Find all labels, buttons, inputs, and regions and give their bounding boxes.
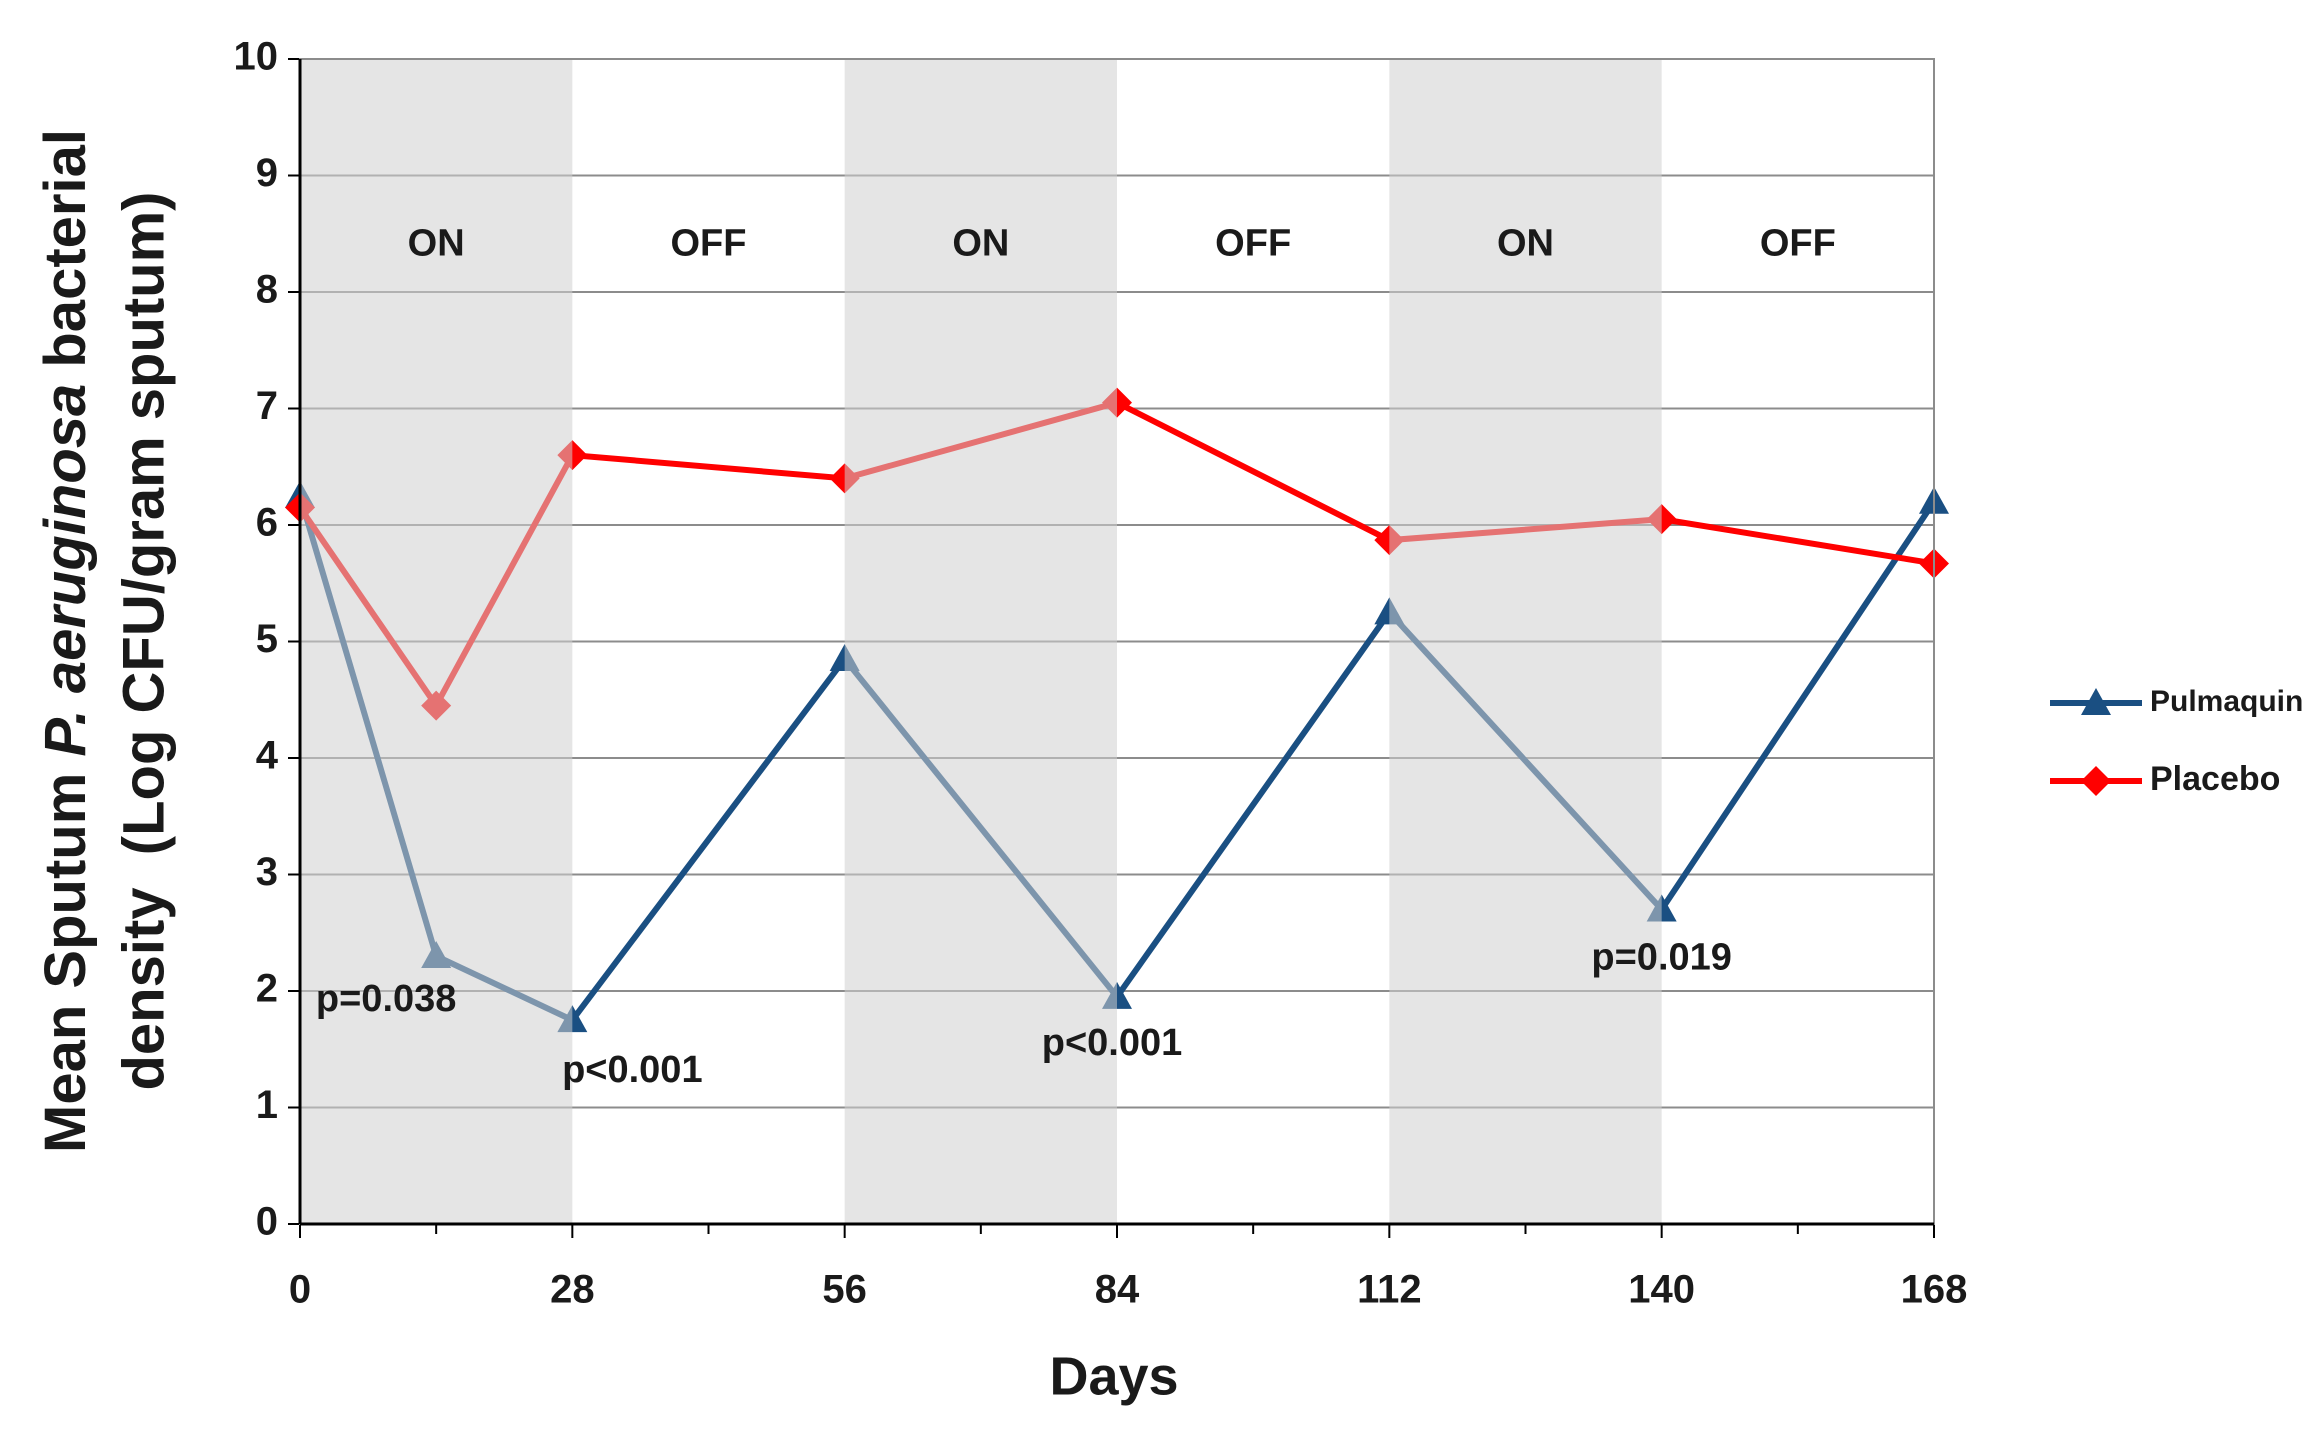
annotation: p=0.038: [316, 978, 457, 1020]
phase-band: [300, 59, 573, 1224]
x-tick-label: 0: [289, 1268, 311, 1312]
phase-label: ON: [408, 222, 465, 264]
legend-marker: [2081, 688, 2111, 715]
y-axis-label-part: P. aeruginosa: [33, 384, 98, 757]
phase-label: OFF: [1215, 222, 1291, 264]
phase-band: [844, 59, 1117, 1224]
phase-band: [1389, 59, 1662, 1224]
x-tick-label: 84: [1095, 1268, 1140, 1312]
y-tick-label: 10: [234, 35, 279, 79]
y-tick-label: 1: [256, 1083, 278, 1127]
phase-label: ON: [952, 222, 1009, 264]
y-tick-label: 7: [256, 384, 278, 428]
y-tick-label: 6: [256, 501, 278, 545]
x-tick-label: 28: [550, 1268, 595, 1312]
annotation: p<0.001: [1042, 1022, 1183, 1064]
phase-label: OFF: [671, 222, 747, 264]
x-tick-label: 112: [1357, 1268, 1422, 1312]
x-axis-label: Days: [1049, 1346, 1178, 1406]
x-tick-label: 168: [1901, 1268, 1968, 1312]
phase-label: ON: [1497, 222, 1554, 264]
y-tick-label: 9: [256, 151, 278, 195]
y-axis-label-part: bacterial: [33, 129, 98, 384]
annotation: p=0.019: [1591, 936, 1732, 978]
annotation: p<0.001: [562, 1049, 703, 1091]
y-axis-label-part: Mean Sputum: [33, 757, 98, 1153]
y-tick-label: 8: [256, 268, 278, 312]
x-tick-label: 140: [1628, 1268, 1695, 1312]
y-tick-label: 3: [256, 850, 278, 894]
legend-marker: [2081, 766, 2111, 796]
phase-label: OFF: [1760, 222, 1836, 264]
y-axis-label: density (Log CFU/gram sputum): [111, 192, 176, 1091]
y-tick-label: 2: [256, 967, 278, 1011]
y-tick-label: 5: [256, 617, 278, 661]
y-tick-label: 4: [256, 734, 279, 778]
x-tick-label: 56: [822, 1268, 867, 1312]
legend-label: Placebo: [2150, 760, 2280, 798]
legend-label: Pulmaquin: [2150, 685, 2303, 718]
y-axis-label: Mean Sputum P. aeruginosa bacterial: [33, 129, 98, 1153]
y-tick-label: 0: [256, 1200, 278, 1244]
